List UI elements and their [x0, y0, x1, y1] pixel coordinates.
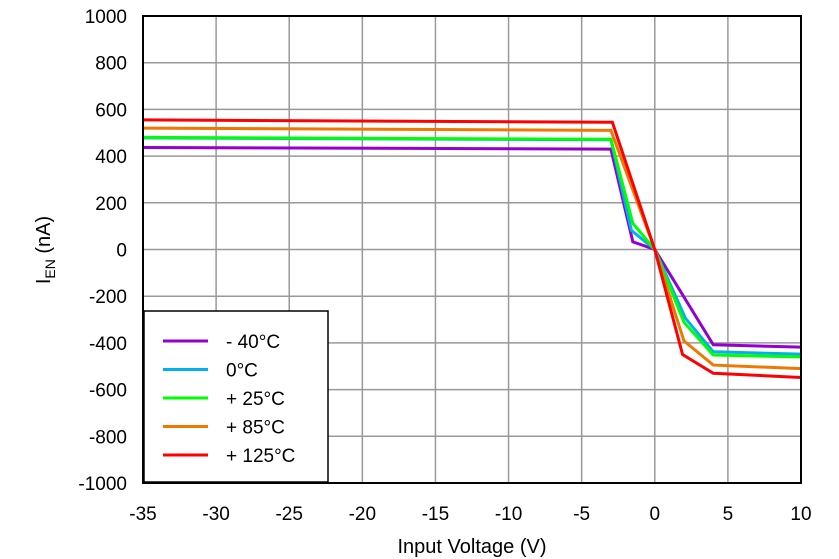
- x-tick-label: 0: [649, 504, 660, 525]
- x-tick-label: -10: [495, 504, 522, 525]
- legend-label: + 85°C: [226, 418, 285, 439]
- y-tick-label: 800: [95, 54, 127, 75]
- y-tick-label: -200: [89, 287, 127, 308]
- legend-label: 0°C: [226, 361, 258, 382]
- x-tick-label: -15: [422, 504, 449, 525]
- y-tick-label: 1000: [85, 7, 127, 28]
- x-tick-label: -20: [349, 504, 376, 525]
- x-tick-label: 10: [790, 504, 811, 525]
- y-tick-label: 600: [95, 100, 127, 121]
- x-tick-label: 5: [723, 504, 734, 525]
- legend: - 40°C 0°C + 25°C + 85°C + 125°C: [143, 310, 329, 483]
- y-tick-label: -400: [89, 334, 127, 355]
- y-tick-label: 200: [95, 194, 127, 215]
- series-line: [142, 126, 802, 371]
- tick-labels: -35 -30 -25 -20 -15 -10 -5 0 5 10 -1000 -800 -600 -40…: [78, 7, 811, 525]
- y-tick-label: 400: [95, 147, 127, 168]
- series-line: [142, 118, 802, 379]
- x-axis-label: Input Voltage (V): [398, 536, 547, 558]
- legend-label: + 125°C: [226, 446, 295, 467]
- y-tick-label: -1000: [78, 474, 127, 495]
- x-tick-label: -35: [129, 504, 156, 525]
- y-tick-label: 0: [116, 241, 127, 262]
- y-axis-label: IEN (nA): [33, 216, 58, 284]
- legend-label: - 40°C: [226, 332, 280, 353]
- x-tick-label: -25: [275, 504, 302, 525]
- x-tick-label: -30: [202, 504, 229, 525]
- series-line: [142, 145, 802, 349]
- y-tick-label: -800: [89, 427, 127, 448]
- series-lines: [142, 118, 802, 379]
- y-tick-label: -600: [89, 381, 127, 402]
- x-tick-label: -5: [573, 504, 590, 525]
- legend-label: + 25°C: [226, 389, 285, 410]
- plot-frame: [142, 15, 802, 484]
